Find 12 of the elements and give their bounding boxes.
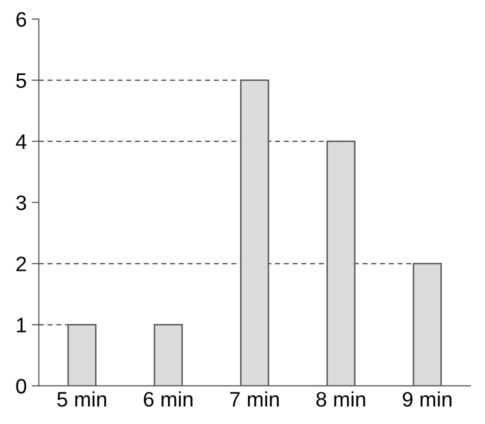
y-tick-label: 6 — [16, 12, 26, 27]
y-tick-label: 5 — [16, 73, 26, 88]
y-tick-label: 4 — [16, 134, 26, 149]
y-tick-label: 1 — [17, 318, 26, 332]
x-tick-label: 9 min — [402, 391, 452, 407]
x-tick-label: 5 min — [57, 391, 106, 407]
y-tick-label: 3 — [16, 195, 26, 210]
x-tick-label: 8 min — [316, 391, 366, 407]
y-tick-label: 0 — [16, 378, 26, 394]
x-tick-label: 7 min — [230, 391, 279, 406]
x-tick-label: 6 min — [144, 391, 192, 407]
y-tick-label: 2 — [16, 256, 26, 272]
